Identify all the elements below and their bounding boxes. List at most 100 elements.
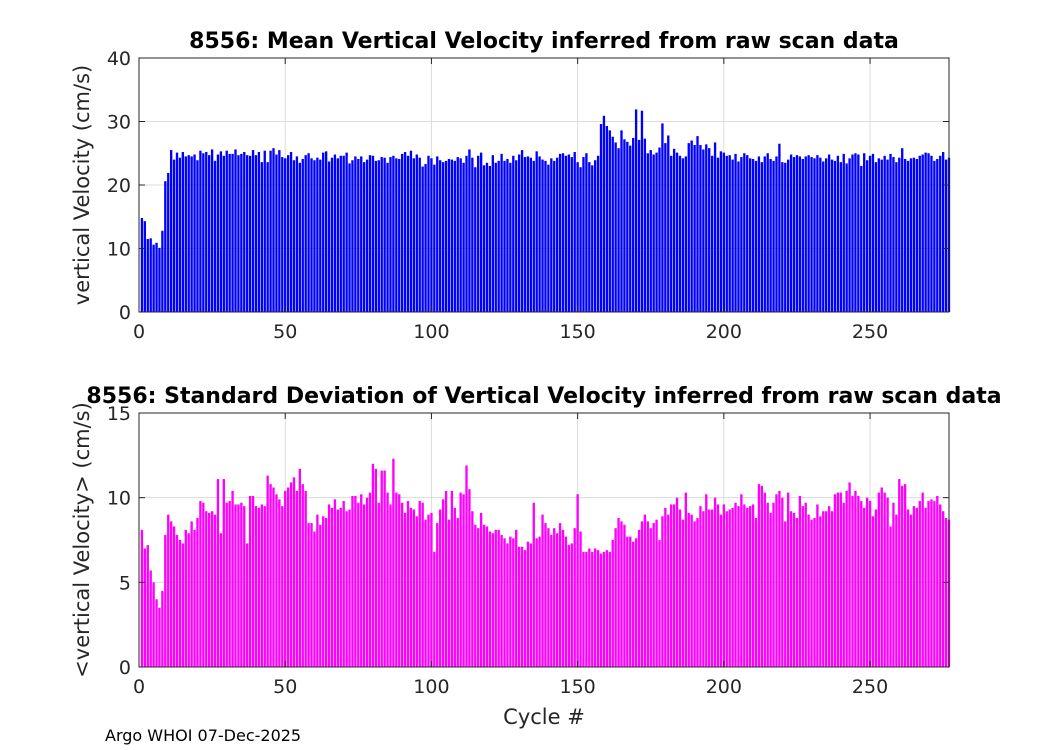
bar <box>772 502 775 667</box>
bar <box>415 516 418 667</box>
bar <box>421 166 424 312</box>
bar <box>702 511 705 667</box>
bar <box>216 154 220 312</box>
bar <box>842 502 845 667</box>
bar <box>196 160 199 312</box>
bar <box>529 543 533 667</box>
bar <box>798 156 802 312</box>
chart-title: 8556: Mean Vertical Velocity inferred fr… <box>189 29 899 54</box>
bar <box>605 125 609 312</box>
bar <box>184 529 187 667</box>
bar <box>450 490 454 667</box>
bar <box>728 509 731 667</box>
bar <box>740 157 743 312</box>
bar <box>485 526 489 667</box>
bar <box>561 529 565 667</box>
bar <box>839 492 842 667</box>
bar <box>594 548 597 667</box>
bar <box>713 497 717 667</box>
bar <box>643 138 647 312</box>
bar <box>254 155 258 312</box>
bar <box>383 470 386 667</box>
bar <box>354 156 357 312</box>
bar <box>702 149 705 312</box>
bar <box>658 540 661 667</box>
bar <box>167 514 170 667</box>
bar <box>678 155 682 312</box>
bar <box>944 159 948 312</box>
bar <box>427 155 430 312</box>
bar <box>819 516 822 667</box>
bar <box>319 159 322 312</box>
bar <box>927 501 930 667</box>
bar <box>588 162 591 312</box>
bar <box>240 502 243 667</box>
bar <box>579 167 582 312</box>
footer-credit: Argo WHOI 07-Dec-2025 <box>105 726 301 745</box>
bar <box>716 157 720 312</box>
bar <box>754 160 758 312</box>
y-tick-label: 40 <box>107 48 131 70</box>
bar <box>149 238 152 312</box>
bar <box>734 153 737 312</box>
bar <box>576 162 579 312</box>
bar <box>637 139 641 312</box>
bar <box>403 151 407 312</box>
bar <box>573 151 576 312</box>
y-tick-label: 0 <box>119 657 131 679</box>
bar <box>675 497 679 667</box>
bar <box>941 511 945 667</box>
bar <box>520 150 524 312</box>
bar <box>433 551 436 667</box>
bar <box>906 160 910 312</box>
x-tick-label: 50 <box>273 321 297 343</box>
bar <box>503 538 506 667</box>
bar <box>708 148 711 312</box>
bar <box>269 484 272 667</box>
bar <box>722 152 726 312</box>
y-tick-label: 15 <box>107 403 131 425</box>
bar <box>208 155 211 312</box>
bar <box>462 162 465 312</box>
bar <box>222 155 225 312</box>
bar <box>848 482 851 667</box>
bar <box>172 526 176 667</box>
bar <box>398 158 401 312</box>
bar <box>833 494 837 667</box>
bar <box>865 160 869 312</box>
bar <box>655 152 658 312</box>
bar <box>360 494 363 667</box>
bar <box>348 163 351 312</box>
bar <box>664 507 667 667</box>
bar <box>146 238 149 312</box>
bar <box>617 517 620 667</box>
bar <box>766 153 769 312</box>
y-axis-label: <vertical Velocity> (cm/s) <box>70 402 94 678</box>
bar <box>456 517 459 667</box>
bar <box>222 479 225 667</box>
bar <box>424 164 427 312</box>
bar <box>620 130 623 312</box>
bar <box>161 230 164 312</box>
bar <box>152 244 155 312</box>
bar <box>585 551 588 667</box>
bar <box>725 511 728 667</box>
bar <box>436 523 439 667</box>
y-axis-label: vertical Velocity (cm/s) <box>70 65 94 305</box>
bar <box>444 490 448 667</box>
bar <box>213 160 217 312</box>
bar <box>868 501 872 667</box>
bar <box>368 155 372 312</box>
bar <box>345 152 348 312</box>
bar <box>822 511 825 667</box>
tick-labels: 0 50 100 150 200 250 0 5 10 15 <box>107 403 949 698</box>
bar <box>646 521 649 667</box>
x-tick-label: 50 <box>273 676 297 698</box>
bar <box>178 157 182 312</box>
bar <box>210 149 214 312</box>
bar <box>240 153 243 312</box>
bar <box>330 507 334 667</box>
bar <box>819 157 822 312</box>
bar <box>632 541 635 667</box>
bar <box>193 529 196 667</box>
